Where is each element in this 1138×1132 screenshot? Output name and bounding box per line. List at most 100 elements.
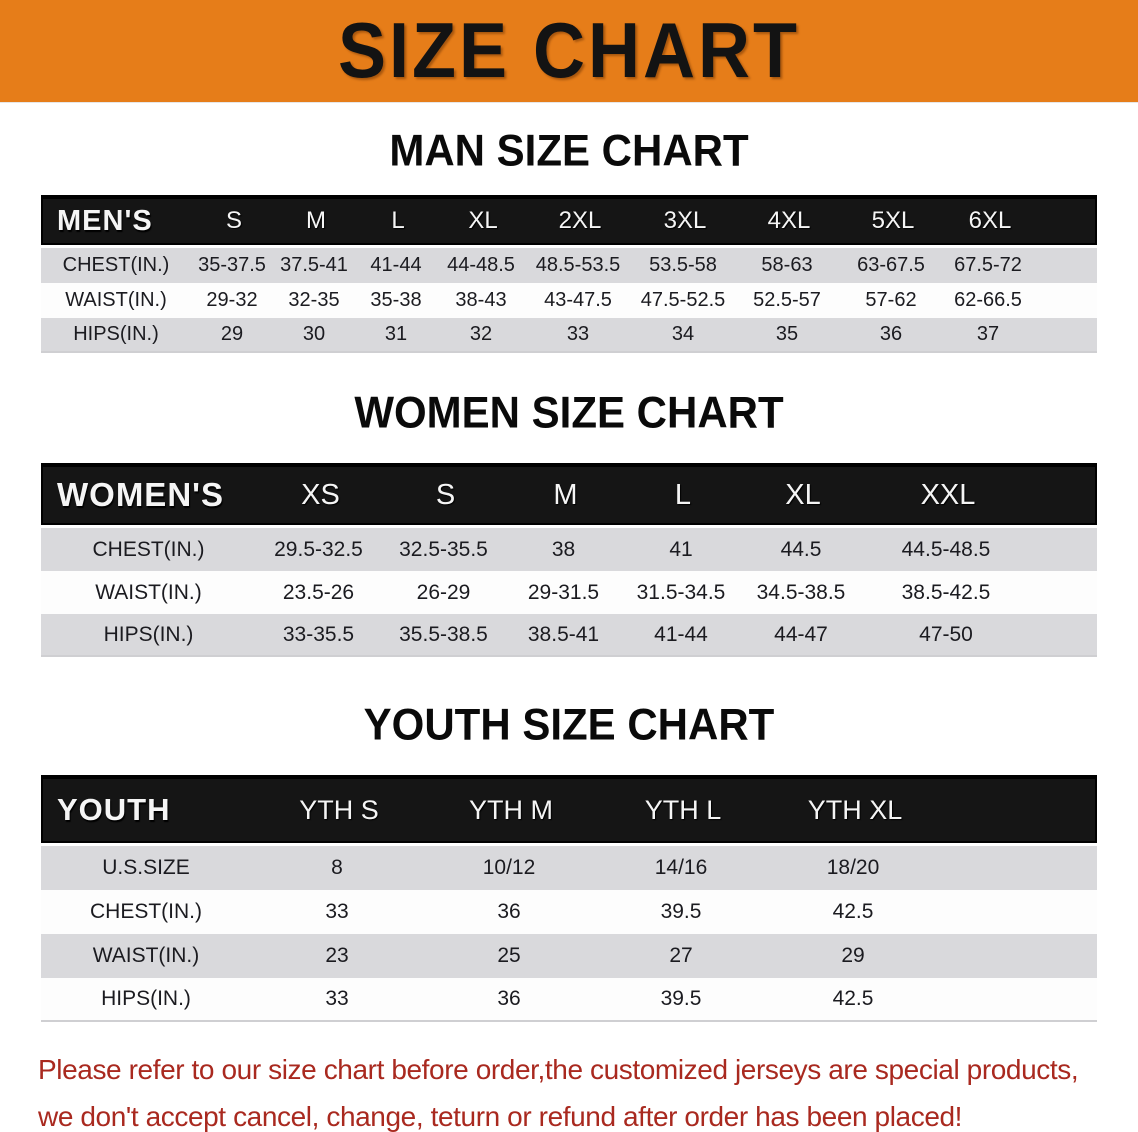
cell: 36 <box>497 900 521 923</box>
women-size-col-l: L <box>674 478 692 511</box>
cell: 47-50 <box>919 622 973 646</box>
row-label: HIPS(IN.) <box>73 323 159 345</box>
men-size-col-6xl: 6XL <box>968 207 1012 234</box>
cell: 52.5-57 <box>753 289 821 311</box>
row-label: WAIST(IN.) <box>95 580 202 604</box>
cell: 42.5 <box>832 987 874 1010</box>
cell: 41-44 <box>654 622 708 646</box>
cell: 23.5-26 <box>282 580 355 604</box>
cell: 29-32 <box>206 289 258 311</box>
men-size-col-4xl: 4XL <box>767 207 811 234</box>
youth-chest-row: CHEST(IN.) 33 36 39.5 42.5 <box>41 890 1097 934</box>
cell: 33 <box>325 987 349 1010</box>
row-label: HIPS(IN.) <box>103 622 194 646</box>
women-size-col-xl: XL <box>785 478 821 511</box>
youth-section-heading: YOUTH SIZE CHART <box>363 699 775 750</box>
cell: 8 <box>331 856 343 879</box>
women-size-col-xxl: XXL <box>920 478 976 511</box>
banner: SIZE CHART <box>0 0 1138 103</box>
men-size-col-5xl: 5XL <box>871 207 915 234</box>
cell: 35 <box>775 323 799 345</box>
row-label: CHEST(IN.) <box>92 537 205 561</box>
cell: 44.5-48.5 <box>901 537 991 561</box>
cell: 31.5-34.5 <box>636 580 726 604</box>
cell: 36 <box>879 323 903 345</box>
cell: 41 <box>669 537 693 561</box>
cell: 14/16 <box>654 856 708 879</box>
women-waist-row: WAIST(IN.) 23.5-26 26-29 29-31.5 31.5-34… <box>41 571 1097 614</box>
cell: 48.5-53.5 <box>535 254 621 276</box>
page-title: SIZE CHART <box>338 7 800 95</box>
youth-waist-row: WAIST(IN.) 23 25 27 29 <box>41 934 1097 978</box>
disclaimer: Please refer to our size chart before or… <box>38 1046 1100 1132</box>
cell: 29 <box>841 944 865 967</box>
youth-table-header-row: YOUTH YTH S YTH M YTH L YTH XL <box>41 775 1097 843</box>
cell: 44.5 <box>780 537 822 561</box>
men-size-col-l: L <box>391 207 405 234</box>
cell: 47.5-52.5 <box>640 289 726 311</box>
row-label: CHEST(IN.) <box>90 900 202 923</box>
men-size-col-3xl: 3XL <box>663 207 707 234</box>
youth-size-col-s: YTH S <box>299 794 379 825</box>
cell: 57-62 <box>865 289 917 311</box>
cell: 53.5-58 <box>649 254 717 276</box>
cell: 37 <box>976 323 1000 345</box>
cell: 29-31.5 <box>527 580 600 604</box>
men-corner-label: MEN'S <box>57 204 153 237</box>
row-label: WAIST(IN.) <box>92 944 200 967</box>
cell: 10/12 <box>482 856 536 879</box>
cell: 42.5 <box>832 900 874 923</box>
cell: 34 <box>671 323 695 345</box>
cell: 33 <box>325 900 349 923</box>
disclaimer-line-1: Please refer to our size chart before or… <box>38 1054 1079 1085</box>
cell: 26-29 <box>416 580 471 604</box>
youth-size-col-l: YTH L <box>644 794 722 825</box>
men-size-table: MEN'S S M L XL 2XL 3XL 4XL 5XL 6XL CHEST… <box>41 195 1097 353</box>
men-section-heading: MAN SIZE CHART <box>389 125 749 176</box>
cell: 33 <box>566 323 590 345</box>
cell: 29.5-32.5 <box>274 537 363 561</box>
cell: 35-37.5 <box>198 254 266 276</box>
cell: 67.5-72 <box>954 254 1022 276</box>
women-section-heading: WOMEN SIZE CHART <box>354 387 784 438</box>
men-hips-row: HIPS(IN.) 29 30 31 32 33 34 35 36 37 <box>41 318 1097 353</box>
men-size-col-s: S <box>225 207 242 234</box>
cell: 44-47 <box>774 622 828 646</box>
men-chest-row: CHEST(IN.) 35-37.5 37.5-41 41-44 44-48.5… <box>41 248 1097 283</box>
cell: 38-43 <box>455 289 507 311</box>
youth-size-col-m: YTH M <box>469 794 553 825</box>
cell: 43-47.5 <box>544 289 612 311</box>
men-size-col-m: M <box>306 207 326 234</box>
cell: 18/20 <box>826 856 880 879</box>
cell: 38.5-41 <box>527 622 600 646</box>
women-table-header-row: WOMEN'S XS S M L XL XXL <box>41 463 1097 525</box>
women-size-col-m: M <box>553 478 578 511</box>
cell: 39.5 <box>660 900 702 923</box>
cell: 58-63 <box>761 254 813 276</box>
cell: 41-44 <box>370 254 422 276</box>
cell: 62-66.5 <box>954 289 1022 311</box>
men-size-col-2xl: 2XL <box>558 207 602 234</box>
youth-size-col-xl: YTH XL <box>807 794 903 825</box>
youth-hips-row: HIPS(IN.) 33 36 39.5 42.5 <box>41 978 1097 1022</box>
cell: 30 <box>302 323 326 345</box>
women-chest-row: CHEST(IN.) 29.5-32.5 32.5-35.5 38 41 44.… <box>41 528 1097 571</box>
women-size-col-s: S <box>435 478 456 511</box>
cell: 32.5-35.5 <box>399 537 488 561</box>
cell: 27 <box>669 944 693 967</box>
disclaimer-line-2: we don't accept cancel, change, teturn o… <box>38 1101 963 1132</box>
men-table-header-row: MEN'S S M L XL 2XL 3XL 4XL 5XL 6XL <box>41 195 1097 245</box>
youth-corner-label: YOUTH <box>57 792 171 827</box>
cell: 37.5-41 <box>280 254 348 276</box>
cell: 34.5-38.5 <box>756 580 846 604</box>
cell: 32 <box>469 323 493 345</box>
cell: 31 <box>384 323 408 345</box>
cell: 63-67.5 <box>857 254 925 276</box>
cell: 29 <box>220 323 244 345</box>
women-hips-row: HIPS(IN.) 33-35.5 35.5-38.5 38.5-41 41-4… <box>41 614 1097 657</box>
youth-ussize-row: U.S.SIZE 8 10/12 14/16 18/20 <box>41 846 1097 890</box>
cell: 23 <box>325 944 349 967</box>
women-corner-label: WOMEN'S <box>57 476 225 513</box>
cell: 44-48.5 <box>447 254 515 276</box>
